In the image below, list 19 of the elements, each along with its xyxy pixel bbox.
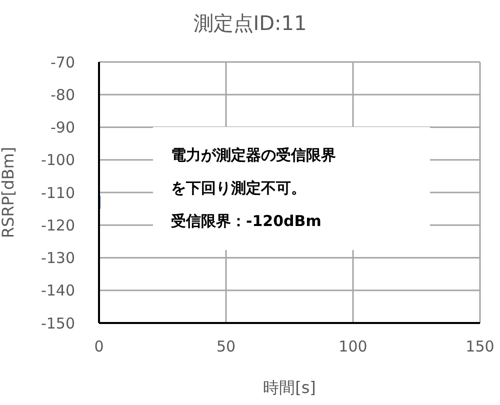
- y-tick-label: -140: [40, 282, 75, 300]
- y-tick-label: -150: [40, 314, 75, 332]
- y-tick-label: -100: [40, 151, 75, 170]
- y-tick-label: -90: [50, 118, 75, 137]
- chart-title: 測定点ID:11: [192, 10, 308, 37]
- x-tick-label: 100: [338, 338, 368, 356]
- x-tick-label: 0: [94, 338, 104, 356]
- text-box: 電力が測定器の受信限界を下回り測定不可。 受信限界：-120dBm: [153, 127, 430, 250]
- y-tick-label: -70: [50, 53, 75, 72]
- y-tick-label: -120: [40, 216, 75, 234]
- annotation: 受信限界：-120dBm: [171, 211, 322, 232]
- x-tick-label: 50: [216, 338, 236, 356]
- y-tick-label: -130: [40, 249, 75, 268]
- annotation: 電力が測定器の受信限界を下回り測定不可。: [171, 145, 337, 199]
- y-tick-label: -110: [40, 184, 75, 202]
- x-tick-label: 150: [466, 338, 494, 356]
- y-tick-label: -80: [50, 86, 75, 104]
- x-axis-title: 時間[s]: [263, 378, 316, 397]
- y-axis-title: RSRP[dBm]: [0, 146, 18, 238]
